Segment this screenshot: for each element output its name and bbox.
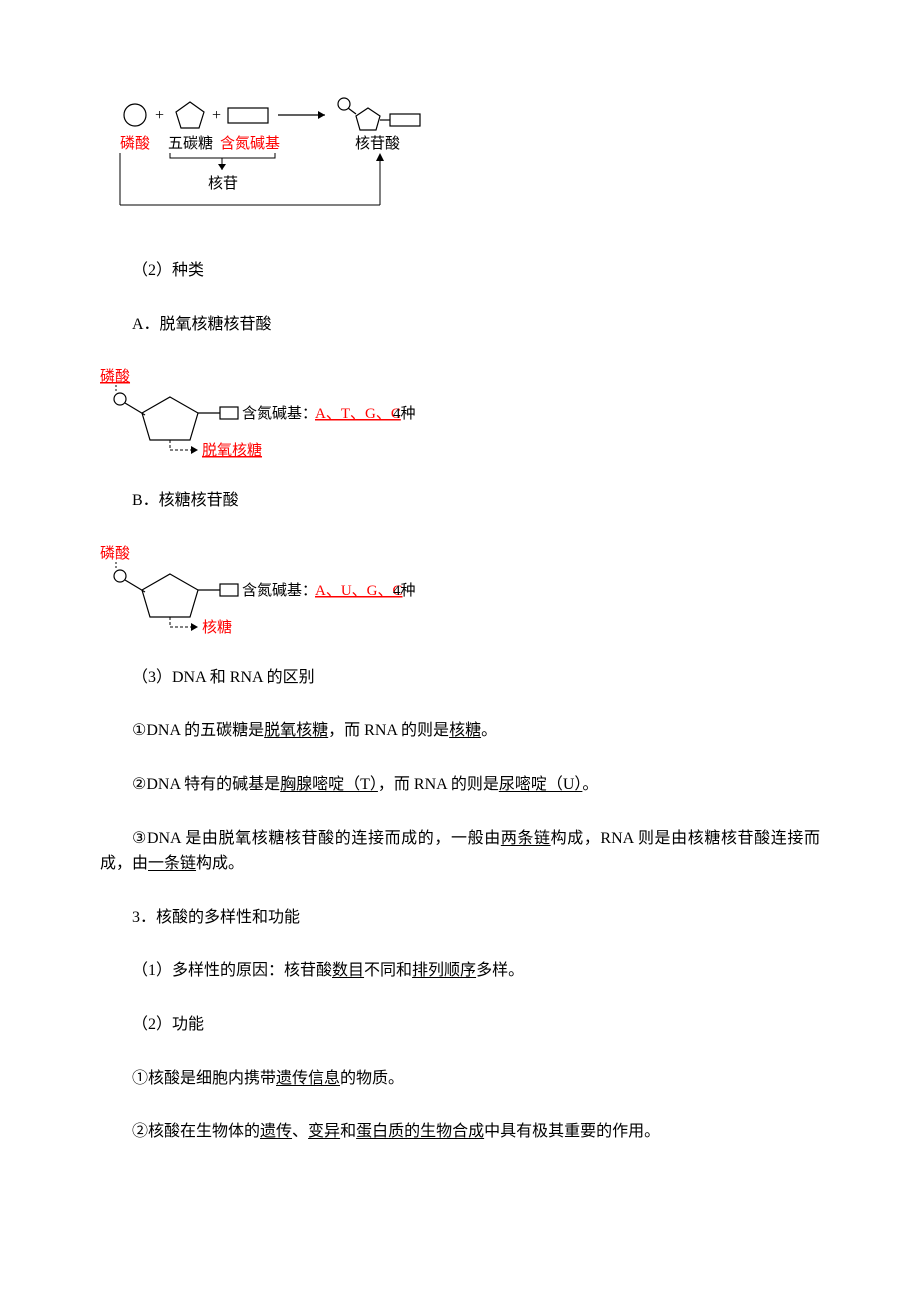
diagram-nucleotide-formation: + + 磷酸 五碳糖 含氮碱基 核苷酸 核苷: [100, 90, 820, 230]
label-nucleotide: 核苷酸: [355, 135, 400, 152]
diagram-ribonucleotide: 磷酸 含氮碱基： A、U、G、C 4种 核糖: [100, 542, 820, 637]
svg-text:+: +: [155, 107, 164, 124]
label-phosphate-3: 磷酸: [100, 545, 130, 562]
u: 蛋白质的生物合成: [356, 1123, 484, 1140]
u: 胸腺嘧啶（T）: [280, 776, 378, 793]
u: 变异: [308, 1123, 340, 1140]
t: 。: [481, 722, 497, 739]
u: 遗传信息: [276, 1070, 340, 1087]
t: ①核酸是细胞内携带: [132, 1070, 276, 1087]
u: 核糖: [449, 722, 481, 739]
diagram-3-svg: 磷酸 含氮碱基： A、U、G、C 4种 核糖: [100, 542, 440, 637]
u: 排列顺序: [412, 962, 476, 979]
t: 构成。: [196, 855, 244, 872]
section-2-types: （2）种类: [100, 258, 820, 284]
label-nucleoside: 核苷: [208, 175, 238, 192]
t: ②DNA 特有的碱基是: [132, 776, 280, 793]
t: 。: [582, 776, 598, 793]
section-3-diff: （3）DNA 和 RNA 的区别: [100, 665, 820, 691]
label-bases-3: A、U、G、C: [315, 583, 403, 599]
u: 脱氧核糖: [264, 722, 328, 739]
t: 和: [340, 1123, 356, 1140]
diagram-1-svg: + + 磷酸 五碳糖 含氮碱基 核苷酸 核苷: [100, 90, 460, 230]
section-4-heading: 3．核酸的多样性和功能: [100, 905, 820, 931]
t: ①DNA 的五碳糖是: [132, 722, 264, 739]
t: ③DNA 是由脱氧核糖核苷酸的连接而成的，一般由: [132, 830, 501, 847]
t: 的物质。: [340, 1070, 404, 1087]
item-b-heading: B．核糖核苷酸: [100, 488, 820, 514]
diagram-2-svg: 磷酸 含氮碱基： A、T、G、C 4种 脱氧核糖: [100, 365, 440, 460]
section-5-function: （2）功能: [100, 1012, 820, 1038]
t: 、: [292, 1123, 308, 1140]
label-sugar-3: 核糖: [202, 619, 232, 636]
function-1: ①核酸是细胞内携带遗传信息的物质。: [100, 1066, 820, 1092]
t: （1）多样性的原因：核苷酸: [132, 962, 332, 979]
t: ，而 RNA 的则是: [378, 776, 499, 793]
u: 数目: [332, 962, 364, 979]
label-sugar-2: 脱氧核糖: [202, 442, 262, 459]
label-four-2: 4种: [393, 405, 416, 422]
page-content: + + 磷酸 五碳糖 含氮碱基 核苷酸 核苷: [0, 0, 920, 1273]
u: 一条链: [148, 855, 196, 872]
label-nbase: 含氮碱基: [220, 135, 280, 152]
u: 遗传: [260, 1123, 292, 1140]
diff-3: ③DNA 是由脱氧核糖核苷酸的连接而成的，一般由两条链构成，RNA 则是由核糖核…: [100, 826, 820, 877]
label-four-3: 4种: [393, 582, 416, 599]
diversity-reason: （1）多样性的原因：核苷酸数目不同和排列顺序多样。: [100, 958, 820, 984]
label-nbase-2: 含氮碱基：: [242, 405, 317, 422]
t: 多样。: [476, 962, 524, 979]
diagram-deoxyribonucleotide: 磷酸 含氮碱基： A、T、G、C 4种 脱氧核糖: [100, 365, 820, 460]
svg-text:+: +: [212, 107, 221, 124]
t: ②核酸在生物体的: [132, 1123, 260, 1140]
diff-2: ②DNA 特有的碱基是胸腺嘧啶（T），而 RNA 的则是尿嘧啶（U）。: [100, 772, 820, 798]
diff-1: ①DNA 的五碳糖是脱氧核糖，而 RNA 的则是核糖。: [100, 718, 820, 744]
function-2: ②核酸在生物体的遗传、变异和蛋白质的生物合成中具有极其重要的作用。: [100, 1119, 820, 1145]
label-nbase-3: 含氮碱基：: [242, 582, 317, 599]
label-bases-2: A、T、G、C: [315, 406, 401, 422]
item-a-heading: A．脱氧核糖核苷酸: [100, 312, 820, 338]
u: 两条链: [501, 830, 551, 847]
t: 中具有极其重要的作用。: [484, 1123, 660, 1140]
t: 不同和: [364, 962, 412, 979]
label-phosphate-2: 磷酸: [100, 368, 130, 385]
u: 尿嘧啶（U）: [499, 776, 583, 793]
label-phosphate: 磷酸: [120, 135, 150, 152]
t: ，而 RNA 的则是: [328, 722, 449, 739]
label-pentose: 五碳糖: [168, 135, 213, 152]
